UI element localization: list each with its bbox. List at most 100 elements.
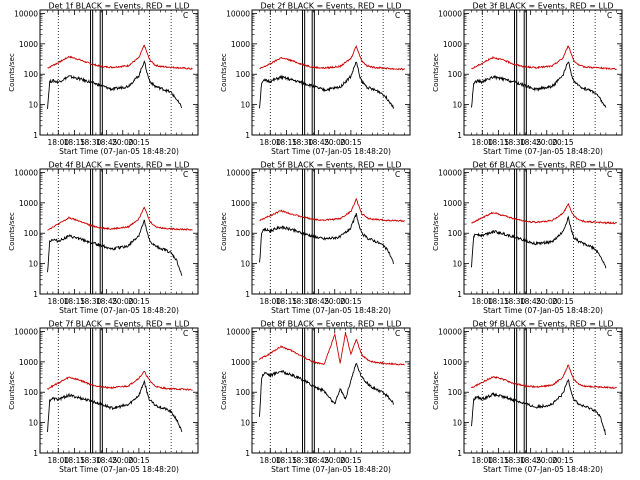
plot-frame [39, 327, 199, 454]
plot-frame [39, 9, 199, 136]
panel-title: Det 2f BLACK = Events, RED = LLD [260, 2, 401, 11]
x-tick-label: 20:00 [324, 297, 346, 306]
x-tick-label: 20:00 [536, 456, 558, 465]
black-events-series-line [47, 219, 183, 276]
y-tick-label: 1000 [231, 40, 250, 49]
y-tick-label: 100 [448, 70, 463, 79]
y-tick-label: 100 [448, 388, 463, 397]
red-lld-series-line [47, 206, 193, 231]
red-lld-series-line [471, 45, 617, 71]
x-tick-label: 20:15 [340, 297, 362, 306]
y-tick-label: 1 [245, 131, 250, 140]
x-tick-label: 18:00 [259, 297, 281, 306]
y-tick-label: 1 [33, 290, 38, 299]
x-tick-label: 18:45 [96, 138, 118, 147]
red-lld-series-line [471, 202, 617, 225]
plot-frame [251, 327, 411, 454]
x-tick-label: 18:30 [80, 297, 102, 306]
y-tick-label: 1000 [443, 199, 462, 208]
x-tick-label: 18:15 [488, 297, 510, 306]
plot-frame [251, 9, 411, 136]
x-tick-label: 18:00 [471, 297, 493, 306]
y-axis-label: Counts/sec [8, 53, 16, 92]
y-tick-label: 10000 [438, 168, 462, 177]
x-tick-label: 18:30 [292, 456, 314, 465]
y-tick-label: 100 [448, 229, 463, 238]
y-tick-label: 1 [245, 449, 250, 458]
x-tick-label: 20:15 [340, 138, 362, 147]
x-tick-label: 20:00 [112, 456, 134, 465]
y-tick-label: 100 [236, 70, 251, 79]
x-tick-label: 18:30 [504, 456, 526, 465]
x-tick-label: 18:00 [471, 138, 493, 147]
y-tick-label: 1000 [19, 40, 38, 49]
x-tick-label: 18:00 [47, 138, 69, 147]
black-events-series-line [471, 215, 607, 269]
y-tick-label: 100 [24, 229, 39, 238]
y-tick-label: 1 [457, 131, 462, 140]
x-tick-label: 20:15 [552, 138, 574, 147]
black-events-series-line [259, 213, 395, 265]
x-tick-label: 18:00 [47, 297, 69, 306]
x-axis-label: Start Time (07-Jan-05 18:48:20) [59, 147, 179, 156]
x-axis-label: Start Time (07-Jan-05 18:48:20) [271, 147, 391, 156]
black-events-series-line [259, 61, 395, 109]
y-tick-label: 10000 [438, 9, 462, 18]
y-tick-label: 10000 [226, 168, 250, 177]
corner-mark: C [607, 170, 612, 179]
x-tick-label: 18:30 [504, 138, 526, 147]
y-tick-label: 1 [457, 290, 462, 299]
x-tick-label: 20:00 [112, 297, 134, 306]
x-tick-label: 18:15 [64, 297, 86, 306]
x-tick-label: 18:45 [520, 297, 542, 306]
x-tick-label: 18:15 [488, 456, 510, 465]
y-axis-label: Counts/sec [220, 212, 228, 251]
y-tick-label: 10 [452, 419, 462, 428]
x-tick-label: 18:15 [276, 456, 298, 465]
y-tick-label: 1000 [443, 40, 462, 49]
x-tick-label: 18:00 [47, 456, 69, 465]
y-tick-label: 10 [240, 419, 250, 428]
x-tick-label: 18:45 [308, 456, 330, 465]
corner-mark: C [183, 329, 188, 338]
y-tick-label: 10 [452, 101, 462, 110]
x-tick-label: 20:00 [324, 138, 346, 147]
x-tick-label: 18:30 [504, 297, 526, 306]
x-tick-label: 18:45 [96, 297, 118, 306]
red-lld-series-line [259, 332, 405, 366]
x-tick-label: 18:45 [308, 297, 330, 306]
x-axis-label: Start Time (07-Jan-05 18:48:20) [271, 465, 391, 474]
red-lld-series-line [471, 364, 617, 390]
x-tick-label: 20:15 [128, 297, 150, 306]
x-tick-label: 18:00 [259, 456, 281, 465]
y-tick-label: 100 [24, 70, 39, 79]
x-tick-label: 18:45 [520, 456, 542, 465]
black-events-series-line [47, 60, 183, 109]
x-tick-label: 20:15 [128, 456, 150, 465]
x-tick-label: 18:15 [488, 138, 510, 147]
plot-frame [251, 168, 411, 295]
x-tick-label: 18:15 [64, 456, 86, 465]
x-tick-label: 18:00 [471, 456, 493, 465]
corner-mark: C [395, 11, 400, 20]
panel-title: Det 9f BLACK = Events, RED = LLD [472, 320, 613, 329]
x-axis-label: Start Time (07-Jan-05 18:48:20) [59, 306, 179, 315]
x-tick-label: 20:00 [536, 297, 558, 306]
y-axis-label: Counts/sec [8, 212, 16, 251]
black-events-series-line [259, 362, 395, 417]
x-tick-label: 18:15 [64, 138, 86, 147]
plot-frame [39, 168, 199, 295]
corner-mark: C [183, 11, 188, 20]
x-tick-label: 20:15 [552, 456, 574, 465]
corner-mark: C [395, 329, 400, 338]
black-events-series-line [471, 61, 607, 108]
y-tick-label: 10000 [14, 168, 38, 177]
plot-frame [463, 168, 623, 295]
